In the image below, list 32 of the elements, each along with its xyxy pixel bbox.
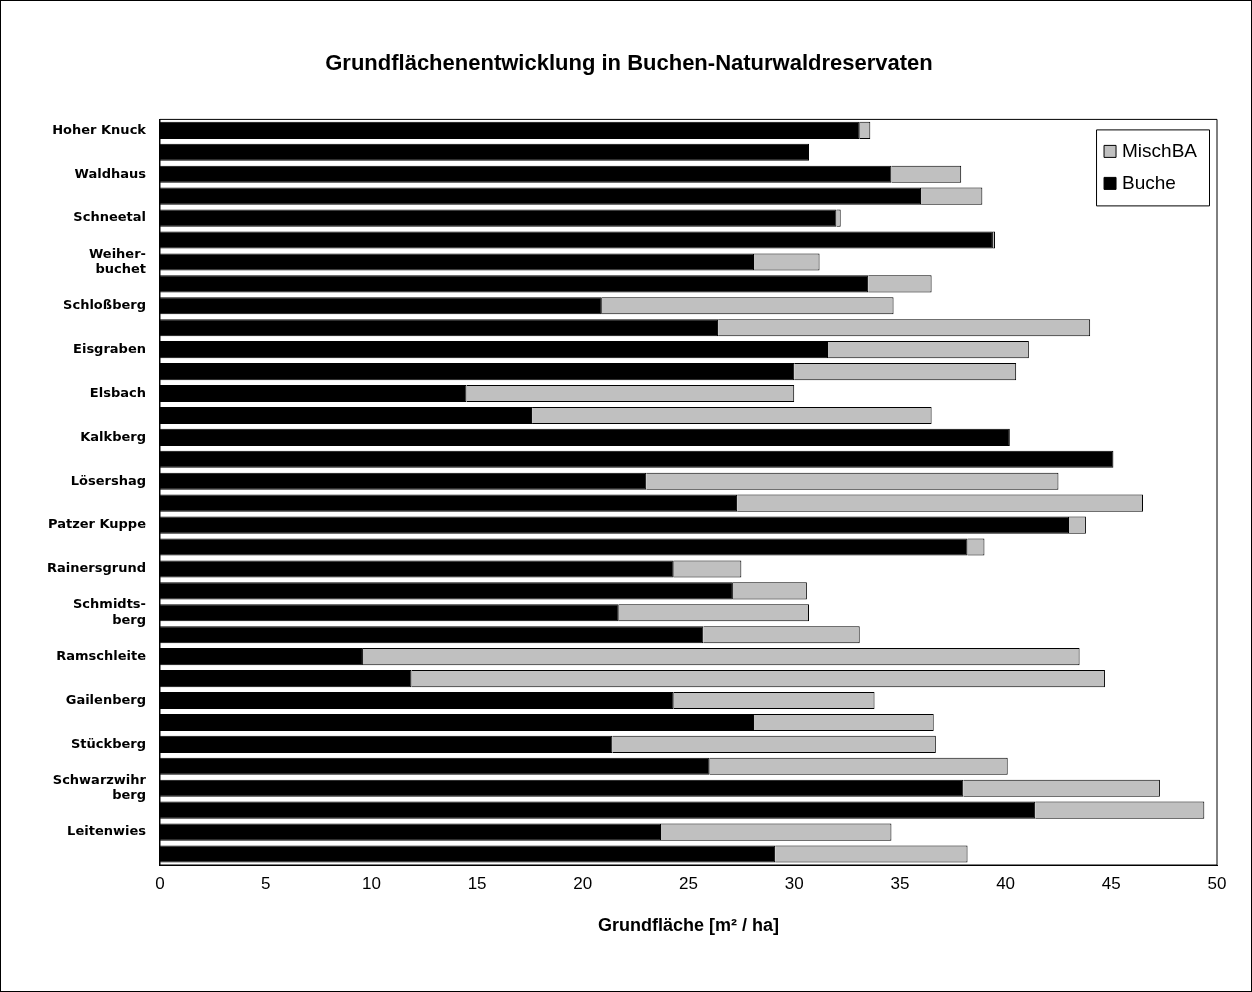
y-tick-label: Schmidts- berg xyxy=(73,596,146,627)
x-tick-label: 50 xyxy=(1207,873,1227,893)
x-axis-title: Grundfläche [m² / ha] xyxy=(597,915,779,936)
y-tick-label: Waldhaus xyxy=(74,165,147,181)
legend-label: Buche xyxy=(1122,171,1176,193)
y-tick-label: Schloßberg xyxy=(63,297,146,313)
y-tick-label: Rainersgrund xyxy=(46,560,146,576)
x-tick-label: 40 xyxy=(996,873,1016,893)
y-tick-label: Stückberg xyxy=(70,735,146,751)
y-tick-label: Ramschleite xyxy=(56,648,147,664)
x-tick-label: 5 xyxy=(260,873,271,893)
y-tick-label: Schneetal xyxy=(73,209,146,225)
y-tick-label: Hoher Knuck xyxy=(52,121,147,137)
x-tick-label: 35 xyxy=(890,873,910,893)
y-tick-label: Elsbach xyxy=(89,384,146,400)
chart-title: Grundflächenentwicklung in Buchen-Naturwaldreservaten xyxy=(325,50,933,76)
y-tick-label: Eisgraben xyxy=(73,341,146,357)
y-tick-label: Weiher- buchet xyxy=(88,245,146,277)
y-tick-label: Leitenwies xyxy=(67,823,147,839)
y-tick-label: Gailenberg xyxy=(65,691,146,707)
x-tick-label: 0 xyxy=(155,873,165,893)
y-tick-label: Patzer Kuppe xyxy=(47,516,147,532)
y-tick-label: Lösershag xyxy=(70,472,146,488)
legend-label: MischBA xyxy=(1122,139,1198,161)
y-tick-label: Kalkberg xyxy=(80,428,146,444)
x-tick-label: 30 xyxy=(784,873,804,893)
y-tick-label: Schwarzwihr berg xyxy=(52,771,147,803)
x-tick-label: 25 xyxy=(679,873,698,893)
x-tick-label: 15 xyxy=(467,873,487,893)
x-tick-label: 10 xyxy=(361,873,381,893)
x-tick-label: 45 xyxy=(1101,873,1121,893)
x-tick-label: 20 xyxy=(573,873,593,893)
